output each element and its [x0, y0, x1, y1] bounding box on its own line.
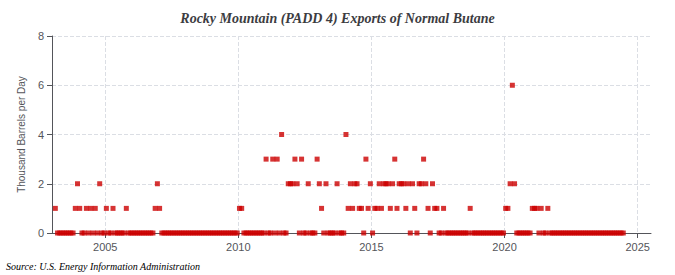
svg-text:2010: 2010	[226, 241, 250, 253]
svg-text:2015: 2015	[359, 241, 383, 253]
svg-text:2005: 2005	[93, 241, 117, 253]
svg-text:2025: 2025	[625, 241, 649, 253]
svg-text:Thousand Barrels per Day: Thousand Barrels per Day	[16, 76, 27, 193]
svg-text:2: 2	[38, 178, 44, 190]
svg-text:2020: 2020	[492, 241, 516, 253]
svg-text:4: 4	[38, 129, 44, 141]
svg-text:Rocky Mountain (PADD 4) Export: Rocky Mountain (PADD 4) Exports of Norma…	[179, 11, 494, 27]
svg-text:8: 8	[38, 30, 44, 42]
svg-text:6: 6	[38, 79, 44, 91]
svg-text:0: 0	[38, 227, 44, 239]
svg-text:Source: U.S. Energy Informatio: Source: U.S. Energy Information Administ…	[6, 261, 200, 272]
